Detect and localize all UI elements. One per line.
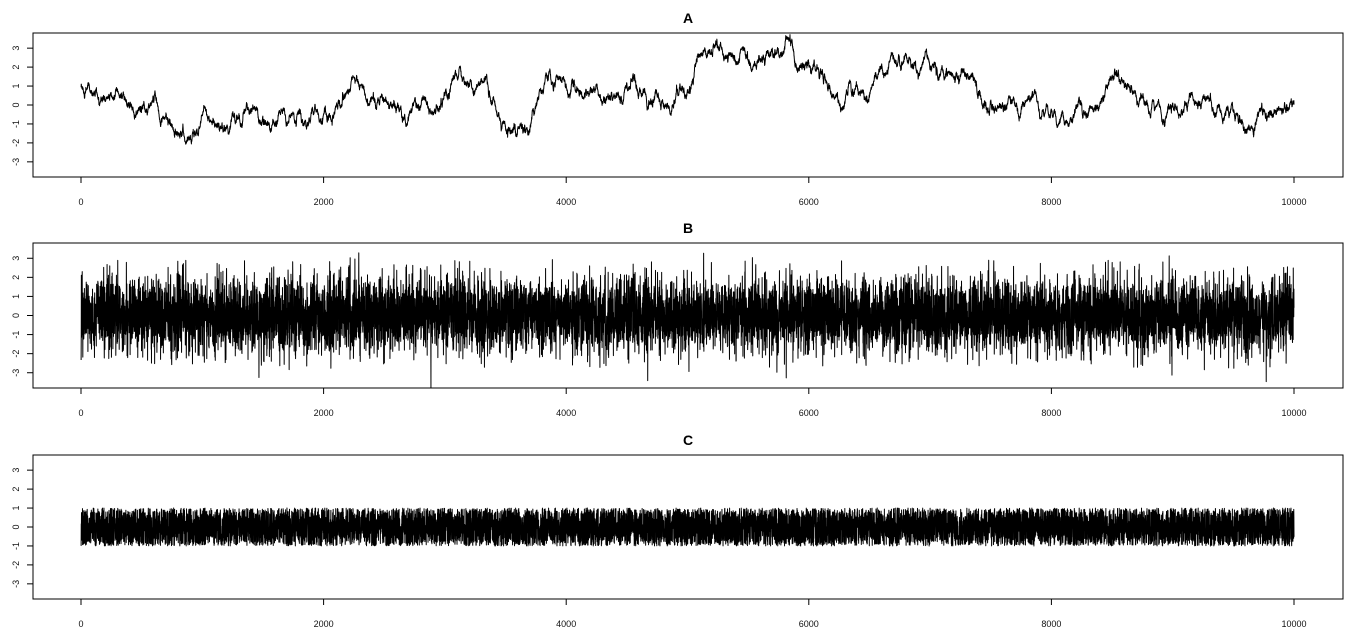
- x-tick-label: 6000: [799, 619, 819, 629]
- y-tick-label: 3: [11, 46, 21, 51]
- panel-title: C: [683, 432, 693, 448]
- y-tick-label: -3: [11, 158, 21, 166]
- y-tick-label: 2: [11, 275, 21, 280]
- y-tick-label: -2: [11, 561, 21, 569]
- y-tick-label: -1: [11, 542, 21, 550]
- y-tick-label: -1: [11, 120, 21, 128]
- y-tick-label: -1: [11, 331, 21, 339]
- panel-C: C -3 -2 -1 0 1 2 3 0 2000 4000 6000 8000 10000: [11, 432, 1344, 629]
- series-line-A: [80, 34, 1295, 145]
- x-tick-label: 4000: [556, 619, 576, 629]
- y-tick-label: -3: [11, 369, 21, 377]
- y-tick-label: -2: [11, 139, 21, 147]
- x-tick-label: 0: [78, 408, 83, 418]
- x-tick-label: 6000: [799, 408, 819, 418]
- y-tick-label: 1: [11, 294, 21, 299]
- y-tick-label: 0: [11, 313, 21, 318]
- series-line-C: [80, 507, 1295, 547]
- y-tick-label: 3: [11, 256, 21, 261]
- y-tick-label: 2: [11, 65, 21, 70]
- panel-B: B -3 -2 -1 0 1 2 3 0 2000 4000 6000 8000 10000: [11, 220, 1344, 418]
- x-tick-label: 8000: [1041, 619, 1061, 629]
- y-tick-label: 0: [11, 524, 21, 529]
- y-tick-label: -3: [11, 580, 21, 588]
- y-tick-label: 0: [11, 102, 21, 107]
- y-tick-label: -2: [11, 350, 21, 358]
- y-tick-label: 2: [11, 487, 21, 492]
- x-tick-label: 0: [78, 197, 83, 207]
- panel-title: B: [683, 220, 693, 236]
- y-tick-label: 3: [11, 468, 21, 473]
- x-tick-label: 10000: [1281, 197, 1306, 207]
- y-tick-label: 1: [11, 84, 21, 89]
- x-tick-label: 10000: [1281, 408, 1306, 418]
- x-tick-label: 4000: [556, 408, 576, 418]
- x-tick-label: 6000: [799, 197, 819, 207]
- x-tick-label: 2000: [314, 197, 334, 207]
- panel-A: A -3 -2 -1 0 1 2 3 0 2000 4000 6000 8000 10000: [11, 10, 1344, 207]
- x-tick-label: 0: [78, 619, 83, 629]
- x-tick-label: 8000: [1041, 197, 1061, 207]
- x-tick-label: 10000: [1281, 619, 1306, 629]
- x-tick-label: 2000: [314, 408, 334, 418]
- x-tick-label: 8000: [1041, 408, 1061, 418]
- series-line-B: [80, 252, 1295, 389]
- panel-title: A: [683, 10, 693, 26]
- y-tick-label: 1: [11, 506, 21, 511]
- plot-frame: [32, 32, 1344, 178]
- x-tick-label: 4000: [556, 197, 576, 207]
- x-tick-label: 2000: [314, 619, 334, 629]
